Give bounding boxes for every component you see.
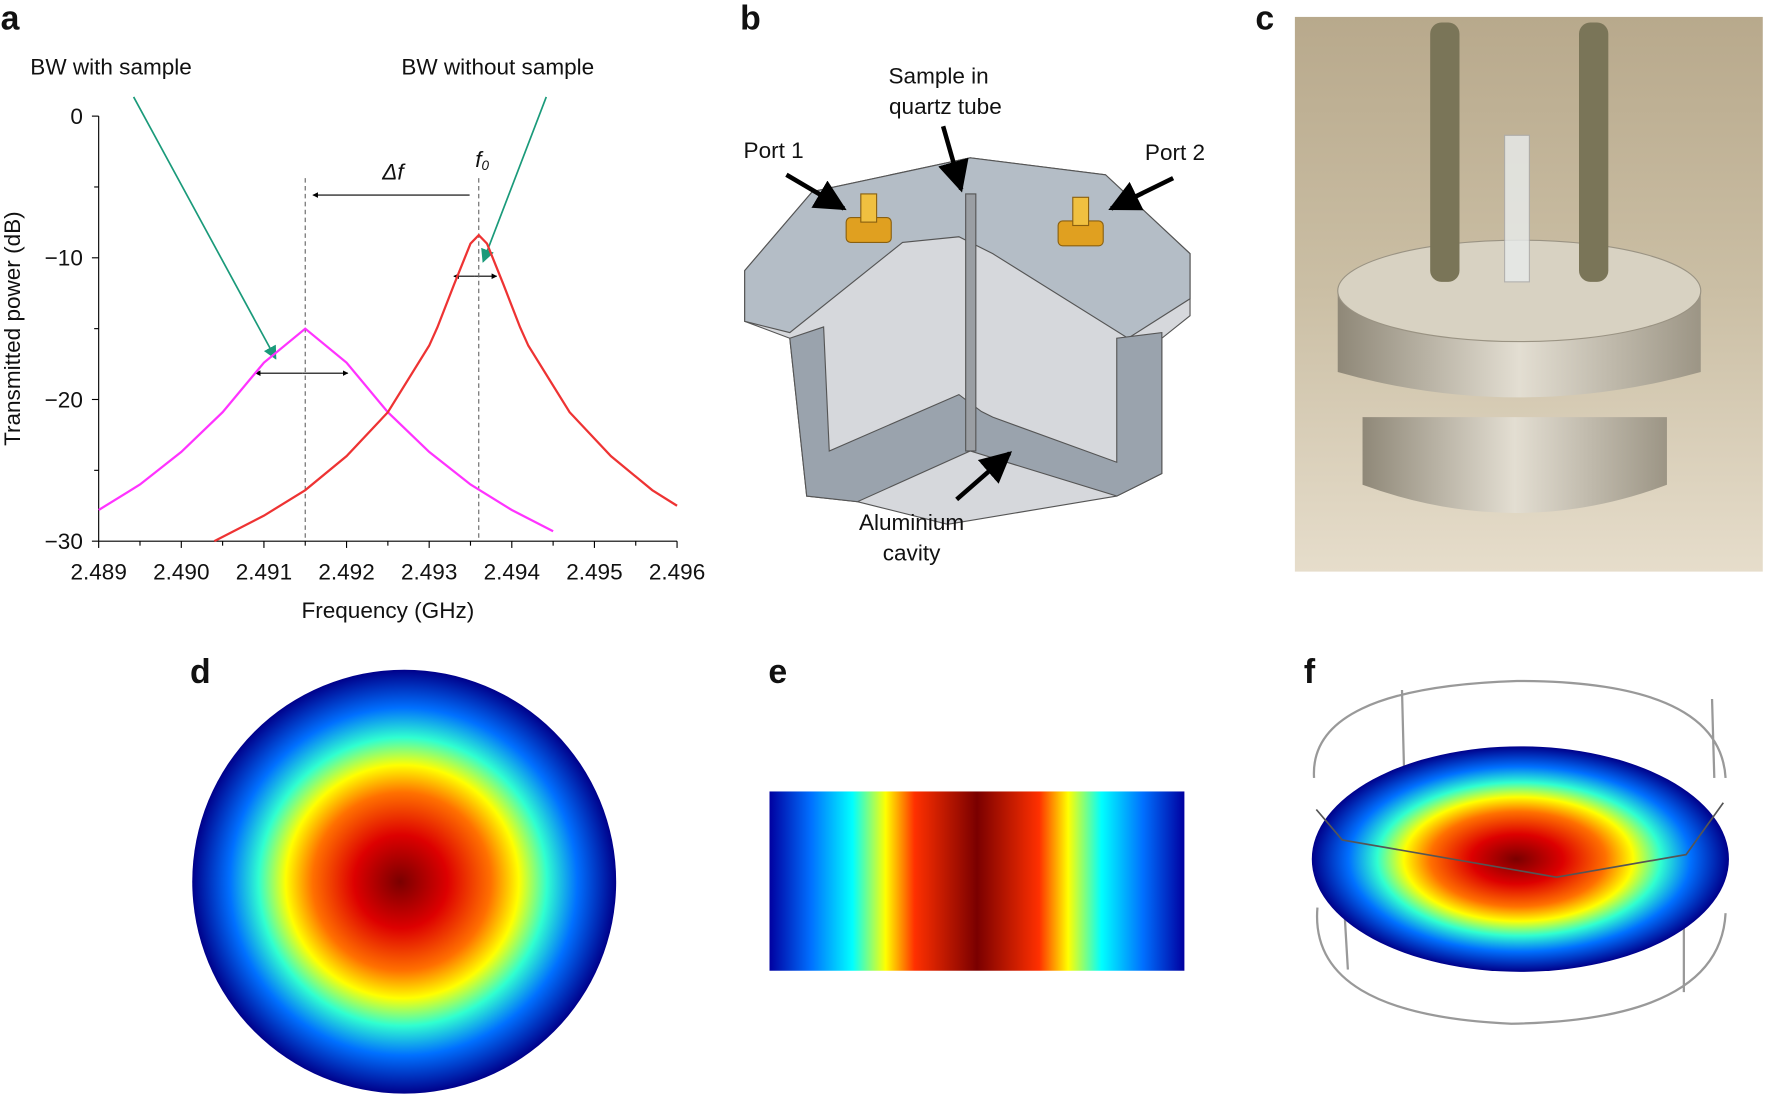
x-tick-label: 2.495 bbox=[566, 560, 622, 585]
x-axis-label: Frequency (GHz) bbox=[301, 598, 474, 623]
port bbox=[860, 193, 878, 223]
cavity-body bbox=[1362, 417, 1667, 513]
panel-label: e bbox=[768, 653, 787, 691]
annotation: Aluminium bbox=[859, 510, 964, 535]
annotation: BW without sample bbox=[401, 54, 594, 79]
tube bbox=[1504, 134, 1530, 283]
annotation: Port 2 bbox=[1145, 140, 1205, 165]
field-map bbox=[769, 791, 1185, 971]
annotation: Δf bbox=[381, 159, 406, 184]
panel-b: b Sample in quartz tube Port 1 Port 2 Al… bbox=[740, 0, 1205, 565]
y-tick-label: −30 bbox=[45, 529, 83, 554]
annotation: 0 bbox=[482, 158, 490, 173]
annotation: cavity bbox=[883, 540, 941, 565]
y-tick-label: 0 bbox=[70, 104, 83, 129]
y-tick-label: −20 bbox=[45, 387, 83, 412]
data-line bbox=[98, 327, 554, 533]
annotation: BW with sample bbox=[30, 54, 192, 79]
panel-label: b bbox=[740, 0, 761, 37]
x-tick-label: 2.490 bbox=[153, 560, 209, 585]
arrow bbox=[1108, 176, 1175, 211]
y-tick-label: −10 bbox=[45, 246, 83, 271]
panel-f: f bbox=[1304, 653, 1729, 1025]
data-line bbox=[213, 233, 678, 543]
x-tick-label: 2.491 bbox=[236, 560, 292, 585]
arrow bbox=[481, 96, 548, 263]
panel-label: d bbox=[190, 653, 211, 691]
cable bbox=[1430, 22, 1460, 282]
annotation: Port 1 bbox=[744, 138, 804, 163]
panel-label: c bbox=[1255, 0, 1274, 37]
x-tick-label: 2.496 bbox=[649, 560, 705, 585]
tube bbox=[965, 193, 977, 452]
outline bbox=[1312, 679, 1727, 1025]
arrow bbox=[785, 172, 847, 211]
port bbox=[1072, 196, 1090, 227]
y-axis-label: Transmitted power (dB) bbox=[0, 211, 25, 446]
arrow bbox=[132, 96, 277, 360]
panel-d: d bbox=[190, 653, 617, 1094]
panel-e: e bbox=[768, 653, 1185, 971]
panel-label: f bbox=[1304, 653, 1316, 691]
x-tick-label: 2.492 bbox=[318, 560, 374, 585]
arrow bbox=[955, 451, 1013, 502]
panel-label: a bbox=[1, 0, 21, 37]
field-map bbox=[1311, 746, 1729, 972]
annotation: f bbox=[475, 147, 484, 172]
annotation: f0 bbox=[475, 147, 489, 173]
arrow bbox=[938, 125, 969, 193]
outline bbox=[1315, 802, 1725, 879]
cable bbox=[1579, 22, 1609, 282]
annotation: Sample in bbox=[889, 63, 989, 88]
x-tick-label: 2.494 bbox=[484, 560, 540, 585]
x-tick-label: 2.493 bbox=[401, 560, 457, 585]
annotation: quartz tube bbox=[889, 94, 1002, 119]
field-map bbox=[192, 669, 617, 1094]
panel-a: a BW with sample BW without sample Δf f0 bbox=[1, 0, 594, 377]
x-tick-label: 2.489 bbox=[70, 560, 126, 585]
panel-c: c bbox=[1255, 0, 1763, 572]
